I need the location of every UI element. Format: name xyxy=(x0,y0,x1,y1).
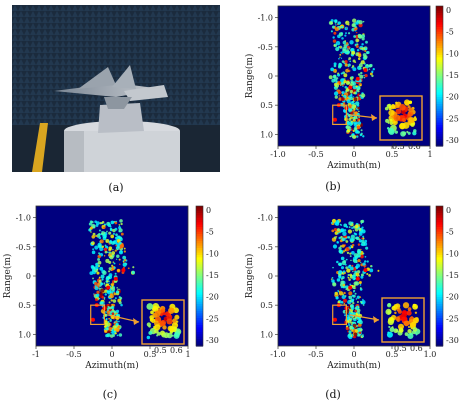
scatter-blobs xyxy=(328,18,375,139)
inset-tick-label: 0.5 xyxy=(154,346,167,355)
y-tick-label: -1.0 xyxy=(16,214,31,223)
scatter-blobs xyxy=(88,219,135,338)
y-axis-label: Range(m) xyxy=(244,254,255,299)
x-tick-label: 1 xyxy=(427,150,432,159)
y-tick-label: 0.5 xyxy=(18,301,31,310)
chamber-photo xyxy=(12,5,220,172)
colorbar-tick-label: -5 xyxy=(446,28,454,37)
colorbar-tick-label: -10 xyxy=(206,249,219,258)
x-tick-label: -0.5 xyxy=(308,150,323,159)
colorbar-tick-label: -15 xyxy=(446,271,459,280)
zoom-region-box xyxy=(90,304,106,326)
x-tick-label: 0 xyxy=(351,150,356,159)
colorbar-tick-label: -15 xyxy=(206,271,219,280)
colorbar-tick-label: -15 xyxy=(446,71,459,80)
y-tick-label: 0 xyxy=(268,272,273,281)
colorbar-tick-label: -30 xyxy=(446,336,459,345)
inset-blobs xyxy=(385,302,421,340)
colorbar-tick-label: -20 xyxy=(206,293,219,302)
y-tick-label: -1.0 xyxy=(258,214,273,223)
y-tick-label: 0 xyxy=(268,72,273,81)
caption-b: (b) xyxy=(325,180,341,193)
colorbar-tick-label: 0 xyxy=(206,206,211,215)
radar-image-c: 0.5 0.6-1 -0.5 0 0.5 1-1.0-0.500.51.0Azimuth(… xyxy=(2,205,219,371)
y-axis-label: Range(m) xyxy=(2,254,13,299)
colorbar-tick-label: -25 xyxy=(446,314,459,323)
x-axis-label: Azimuth(m) xyxy=(326,360,380,371)
x-axis-label: Azimuth(m) xyxy=(84,360,138,371)
y-tick-label: 1.0 xyxy=(260,130,273,139)
colorbar-tick-label: -30 xyxy=(446,136,459,145)
zoom-arrow-head xyxy=(133,318,139,325)
y-axis-label: Range(m) xyxy=(244,54,255,99)
x-tick-label: -1 xyxy=(32,350,40,359)
zoom-arrow-head xyxy=(373,316,379,323)
y-tick-label: 1.0 xyxy=(260,330,273,339)
colorbar-tick-label: -5 xyxy=(446,228,454,237)
zoom-region-box xyxy=(332,304,348,326)
inset-blobs xyxy=(384,99,417,137)
x-tick-label: 1 xyxy=(185,350,190,359)
caption-d: (d) xyxy=(325,388,341,401)
colorbar-tick-label: -20 xyxy=(446,93,459,102)
y-tick-label: -0.5 xyxy=(258,243,273,252)
y-tick-label: 1.0 xyxy=(18,330,31,339)
colorbar-tick-label: 0 xyxy=(446,6,451,15)
radar-image-b: 0.5 0.6-1.0 -0.5 0 0.5 1-1.0-0.500.51.0Azimut… xyxy=(244,5,459,171)
colorbar-tick-label: -25 xyxy=(446,114,459,123)
y-tick-label: 0.5 xyxy=(260,101,273,110)
x-tick-label: 0.5 xyxy=(144,350,157,359)
caption-c: (c) xyxy=(102,388,118,401)
x-axis-label: Azimuth(m) xyxy=(326,160,380,171)
y-tick-label: -1.0 xyxy=(258,14,273,23)
y-tick-label: 0 xyxy=(26,272,31,281)
inset-frame xyxy=(141,299,185,345)
inset-frame xyxy=(381,297,425,343)
zoom-region-box xyxy=(332,104,348,126)
inset-tick-label: 0.5 xyxy=(392,142,405,151)
colorbar xyxy=(436,6,443,147)
x-tick-label: -1.0 xyxy=(270,150,285,159)
x-tick-label: -0.5 xyxy=(66,350,81,359)
x-tick-label: 0.5 xyxy=(386,350,399,359)
x-tick-label: 0 xyxy=(109,350,114,359)
colorbar xyxy=(436,206,443,347)
colorbar-tick-label: 0 xyxy=(446,206,451,215)
y-tick-label: -0.5 xyxy=(16,243,31,252)
y-tick-label: 0.5 xyxy=(260,301,273,310)
x-tick-label: 0.5 xyxy=(386,150,399,159)
x-tick-label: -1.0 xyxy=(270,350,285,359)
y-tick-label: -0.5 xyxy=(258,43,273,52)
radar-image-d: 0.5 0.6-1.0 -0.5 0 0.5 1.0-1.0-0.500.51.0Azim… xyxy=(244,205,459,371)
colorbar-tick-label: -20 xyxy=(446,293,459,302)
x-tick-label: -0.5 xyxy=(308,350,323,359)
inset-tick-label: 0.6 xyxy=(410,344,423,353)
colorbar-tick-label: -10 xyxy=(446,49,459,58)
colorbar-tick-label: -30 xyxy=(206,336,219,345)
inset-tick-label: 0.5 xyxy=(394,344,407,353)
colorbar xyxy=(196,206,203,347)
caption-a: (a) xyxy=(108,181,124,194)
colorbar-tick-label: -25 xyxy=(206,314,219,323)
inset-blobs xyxy=(146,302,182,340)
zoom-arrow-head xyxy=(371,114,377,121)
colorbar-tick-label: -5 xyxy=(206,228,214,237)
colorbar-tick-label: -10 xyxy=(446,249,459,258)
x-tick-label: 1.0 xyxy=(424,350,437,359)
inset-tick-label: 0.6 xyxy=(170,346,183,355)
scatter-blobs xyxy=(330,218,380,340)
x-tick-label: 0 xyxy=(351,350,356,359)
inset-frame xyxy=(379,95,423,141)
inset-tick-label: 0.6 xyxy=(408,142,421,151)
